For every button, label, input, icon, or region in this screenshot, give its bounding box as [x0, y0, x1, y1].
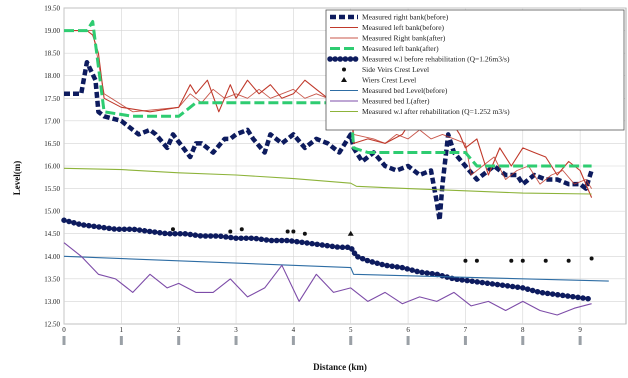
legend-entry: Side Veirs Crest Level	[342, 65, 429, 74]
x-tick-label: 7	[464, 326, 468, 334]
y-tick-label: 13.50	[44, 275, 60, 283]
y-tick-label: 17.50	[44, 95, 60, 103]
data-point	[291, 229, 296, 234]
series-line	[61, 217, 595, 302]
legend: Measured right bank(before)Measured left…	[325, 9, 625, 131]
y-tick-label: 12.50	[44, 321, 60, 329]
legend-entry: Measured w.l before rehabilitation (Q=1.…	[327, 55, 510, 64]
series-0	[64, 59, 594, 223]
data-point	[543, 258, 548, 263]
data-point	[170, 227, 175, 232]
x-tick-label: 5	[349, 326, 353, 334]
series-line	[63, 167, 592, 195]
x-tick-marker	[406, 336, 410, 345]
data-point	[566, 258, 571, 263]
series-line	[64, 20, 592, 168]
legend-label: Wiers Crest Level	[362, 76, 416, 85]
series-line	[63, 255, 609, 282]
x-tick-marker	[578, 336, 582, 345]
data-point	[589, 256, 594, 261]
legend-entry: Measured bed Level(before)	[330, 86, 448, 95]
legend-entry: Wiers Crest Level	[341, 76, 416, 85]
y-axis-ticks: 19.50 19.00 18.50 18.00 17.50 17.00 16.50 16.00…	[44, 5, 60, 329]
data-point	[509, 258, 514, 263]
legend-entry: Measured right bank(before)	[330, 13, 449, 22]
y-tick-label: 18.00	[44, 72, 60, 80]
x-tick-marker	[234, 336, 238, 345]
legend-label: Measured bed Level(before)	[362, 86, 448, 95]
x-tick-label: 1	[120, 326, 124, 334]
y-tick-label: 13.00	[44, 298, 60, 306]
y-tick-label: 17.00	[44, 117, 60, 125]
x-tick-marker	[463, 336, 467, 345]
legend-entry: Measured left bank(after)	[330, 44, 439, 53]
series-8	[63, 242, 592, 316]
series-4	[61, 217, 595, 302]
x-tick-label: 2	[177, 326, 181, 334]
legend-label: Measured w.l before rehabilitation (Q=1.…	[362, 55, 510, 64]
y-tick-label: 18.50	[44, 50, 60, 58]
legend-entry: Measured Right bank(after)	[330, 34, 446, 43]
data-point	[285, 229, 290, 234]
y-tick-label: 19.00	[44, 27, 60, 35]
legend-entry: Measured bed L(after)	[330, 97, 430, 106]
series-7	[63, 255, 609, 282]
x-axis-ticks: 0 1 2 3 4 5 6 7 8 9	[62, 326, 582, 345]
data-point	[302, 231, 307, 236]
x-tick-label: 9	[578, 326, 582, 334]
legend-label: Measured Right bank(after)	[362, 34, 446, 43]
x-tick-label: 3	[234, 326, 238, 334]
x-axis-title: Distance (km)	[313, 362, 367, 372]
legend-entry: Measured left bank(before)	[330, 23, 445, 32]
x-tick-marker	[119, 336, 123, 345]
x-tick-label: 0	[62, 326, 66, 334]
y-tick-label: 16.50	[44, 140, 60, 148]
series-6	[347, 230, 354, 236]
legend-entry: Measured w.l after rehabilitation (Q=1.2…	[330, 107, 510, 116]
legend-label: Measured left bank(before)	[362, 23, 445, 32]
legend-label: Measured left bank(after)	[362, 44, 439, 53]
y-tick-label: 16.00	[44, 163, 60, 171]
y-tick-label: 14.00	[44, 253, 60, 261]
x-tick-marker	[177, 336, 181, 345]
x-tick-marker	[349, 336, 353, 345]
series-layer	[61, 20, 609, 316]
legend-box	[325, 9, 625, 131]
y-tick-label: 15.50	[44, 185, 60, 193]
series-9	[63, 167, 592, 195]
legend-label: Measured w.l after rehabilitation (Q=1.2…	[362, 107, 510, 116]
data-point	[520, 258, 525, 263]
series-line	[64, 30, 592, 189]
data-point	[239, 227, 244, 232]
x-tick-marker	[62, 336, 66, 345]
x-tick-label: 4	[292, 326, 296, 334]
x-tick-marker	[291, 336, 295, 345]
y-tick-label: 14.50	[44, 230, 60, 238]
data-point	[228, 229, 233, 234]
x-tick-marker	[521, 336, 525, 345]
series-line	[64, 59, 594, 223]
legend-label: Measured right bank(before)	[362, 13, 449, 22]
legend-label: Side Veirs Crest Level	[362, 65, 429, 74]
y-tick-label: 15.00	[44, 208, 60, 216]
data-point	[474, 258, 479, 263]
series-5	[170, 227, 594, 263]
legend-items: Measured right bank(before)Measured left…	[327, 13, 510, 116]
legend-swatch	[342, 67, 346, 72]
data-point	[463, 258, 468, 263]
x-tick-label: 6	[406, 326, 410, 334]
series-line	[63, 242, 592, 316]
data-point	[347, 230, 354, 236]
legend-swatch	[341, 77, 347, 82]
series-2	[64, 30, 592, 189]
y-tick-label: 19.50	[44, 5, 60, 13]
x-tick-label: 8	[521, 326, 525, 334]
y-axis-title: Level(m)	[12, 161, 22, 195]
series-3	[64, 20, 592, 168]
legend-label: Measured bed L(after)	[362, 97, 430, 106]
